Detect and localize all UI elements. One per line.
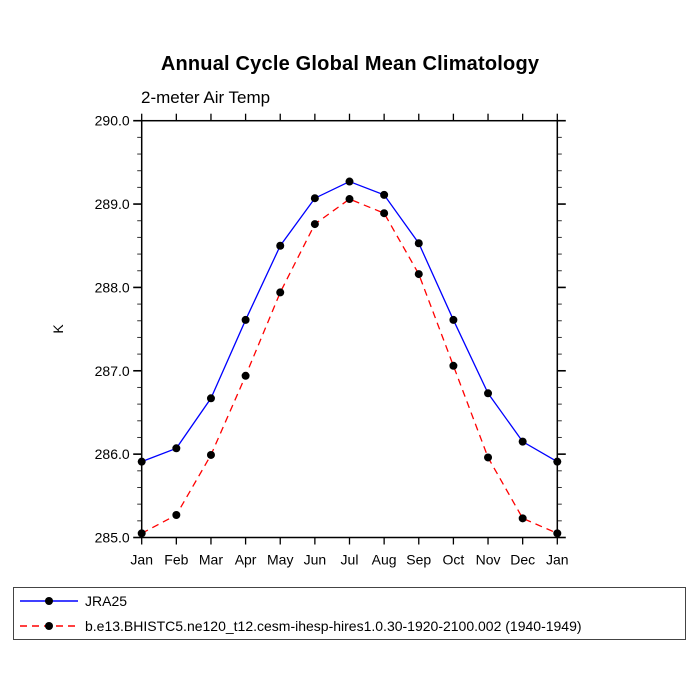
- data-point-series0-Jan: [553, 457, 562, 466]
- data-point-series1-Oct: [449, 361, 458, 370]
- legend-marker-dot: [45, 597, 53, 605]
- x-tick-label: Feb: [164, 552, 188, 568]
- data-point-series1-Apr: [241, 371, 250, 380]
- data-point-series0-Aug: [380, 190, 389, 199]
- data-point-series1-Feb: [172, 510, 181, 519]
- series-line-0: [141, 180, 558, 463]
- data-point-series0-May: [276, 241, 285, 250]
- legend-marker-dot: [45, 622, 53, 630]
- y-tick-label: 285.0: [95, 530, 130, 546]
- y-tick-label: 286.0: [95, 446, 130, 462]
- data-point-series1-Dec: [518, 514, 527, 523]
- x-tick-label: Apr: [235, 552, 257, 568]
- chart-title: Annual Cycle Global Mean Climatology: [160, 53, 540, 75]
- data-point-series1-Jul: [345, 195, 354, 204]
- x-tick-label: Aug: [372, 552, 397, 568]
- y-tick-label: 288.0: [95, 279, 130, 295]
- data-point-series0-Jul: [345, 177, 354, 186]
- legend-label-model: b.e13.BHISTC5.ne120_t12.cesm-ihesp-hires…: [85, 618, 582, 634]
- data-point-series0-Jan: [137, 457, 146, 466]
- x-tick-label: Oct: [443, 552, 465, 568]
- data-point-series1-Mar: [206, 450, 215, 459]
- data-point-series1-Jun: [310, 220, 319, 229]
- data-point-series0-Nov: [484, 389, 493, 398]
- data-point-series0-Mar: [206, 394, 215, 403]
- x-tick-label: Dec: [510, 552, 535, 568]
- legend-entry-jra25: JRA25: [18, 589, 685, 613]
- data-point-series0-Dec: [518, 437, 527, 446]
- x-tick-label: Sep: [406, 552, 431, 568]
- y-tick-label: 287.0: [95, 363, 130, 379]
- data-point-series1-May: [276, 288, 285, 297]
- plot-border: [140, 119, 559, 539]
- legend: JRA25 b.e13.BHISTC5.ne120_t12.cesm-ihesp…: [13, 587, 686, 640]
- x-tick-label: Jun: [304, 552, 327, 568]
- y-axis-label: K: [50, 324, 66, 334]
- data-point-series1-Sep: [414, 270, 423, 279]
- data-point-series0-Oct: [449, 315, 458, 324]
- chart-subtitle: 2-meter Air Temp: [141, 88, 271, 107]
- x-tick-label: Jan: [546, 552, 569, 568]
- series-line-1: [141, 198, 558, 534]
- legend-line-sample-dashed: [20, 622, 78, 630]
- data-point-series0-Apr: [241, 315, 250, 324]
- plot-area: K Jan Feb Mar Apr May Jun Jul Aug Sep Oct Nov Dec Ja…: [50, 113, 569, 568]
- data-point-series1-Aug: [380, 209, 389, 218]
- x-tick-label: May: [267, 552, 293, 568]
- data-point-series0-Sep: [414, 239, 423, 248]
- x-tick-label: Nov: [476, 552, 501, 568]
- y-tick-label: 289.0: [95, 196, 130, 212]
- legend-entry-model: b.e13.BHISTC5.ne120_t12.cesm-ihesp-hires…: [18, 614, 685, 638]
- x-tick-label: Jul: [341, 552, 359, 568]
- data-point-series1-Nov: [484, 453, 493, 462]
- x-tick-label: Mar: [199, 552, 223, 568]
- legend-label-jra25: JRA25: [85, 593, 128, 609]
- y-tick-label: 290.0: [95, 113, 130, 129]
- data-point-series0-Jun: [310, 194, 319, 203]
- data-point-series1-Jan: [137, 529, 146, 538]
- x-tick-label: Jan: [130, 552, 153, 568]
- data-point-series1-Jan: [553, 529, 562, 538]
- legend-line-sample-solid: [20, 597, 78, 605]
- data-point-series0-Feb: [172, 444, 181, 453]
